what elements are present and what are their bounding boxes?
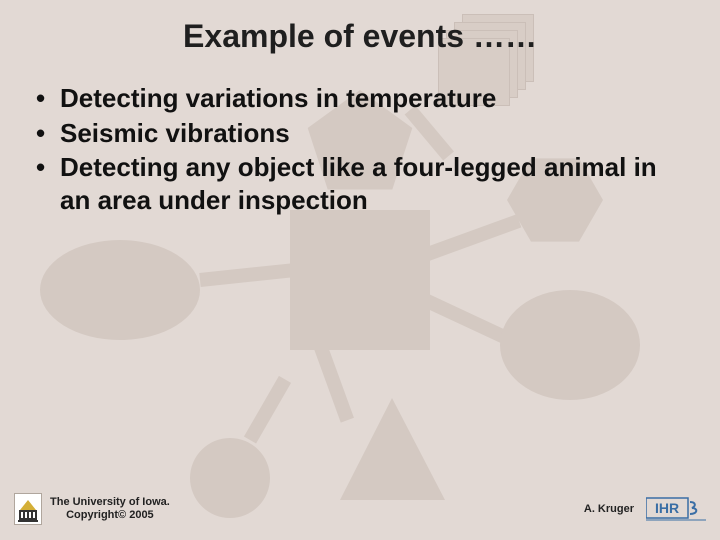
- bullet-item: Detecting variations in temperature: [32, 82, 688, 115]
- slide-footer: The University of Iowa. Copyright© 2005 …: [0, 486, 720, 532]
- slide-title: Example of events ……: [0, 18, 720, 55]
- footer-left: The University of Iowa. Copyright© 2005: [14, 493, 170, 525]
- slide-content: Example of events …… Detecting variation…: [0, 0, 720, 540]
- footer-right: A. Kruger IHR: [584, 495, 706, 523]
- footer-university-text: The University of Iowa. Copyright© 2005: [50, 496, 170, 522]
- bullet-list: Detecting variations in temperature Seis…: [32, 82, 688, 218]
- footer-university-line1: The University of Iowa.: [50, 496, 170, 509]
- ihr-logo-text: IHR: [655, 500, 679, 516]
- slide: Example of events …… Detecting variation…: [0, 0, 720, 540]
- bullet-item: Detecting any object like a four-legged …: [32, 151, 688, 216]
- iowa-logo-icon: [14, 493, 42, 525]
- bullet-item: Seismic vibrations: [32, 117, 688, 150]
- footer-author: A. Kruger: [584, 503, 634, 515]
- ihr-logo-icon: IHR: [646, 495, 706, 523]
- footer-university-line2: Copyright© 2005: [50, 509, 170, 522]
